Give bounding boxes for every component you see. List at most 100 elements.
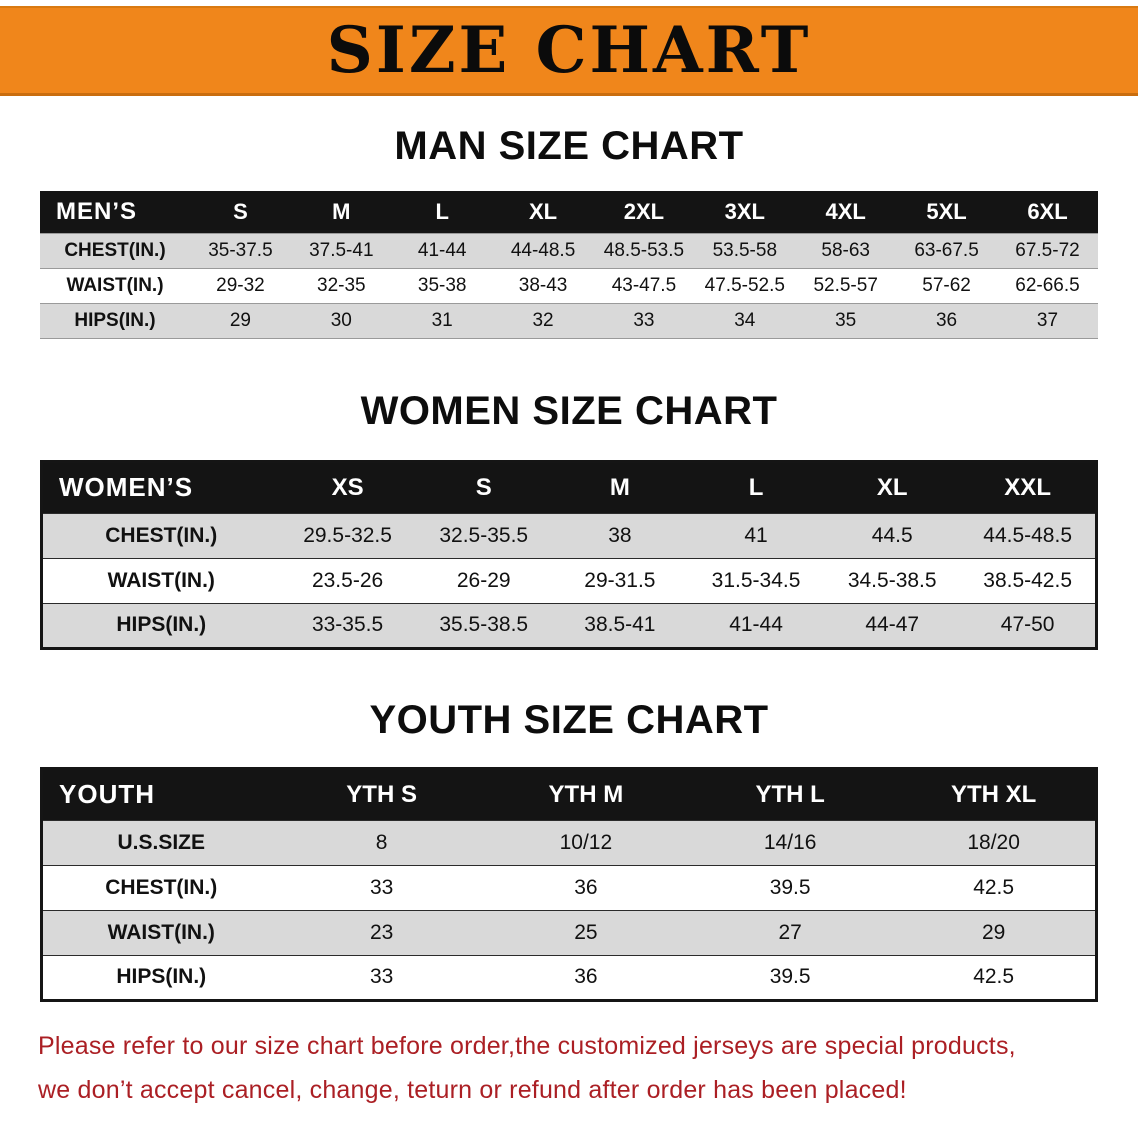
size-value: 35 — [795, 302, 897, 339]
size-value: 41-44 — [391, 232, 493, 269]
row-label: WAIST(IN.) — [41, 909, 280, 956]
measurement-row: U.S.SIZE 8 10/12 14/16 18/20 — [41, 819, 1097, 866]
women-size-section: WOMEN SIZE CHART WOMEN’S XS S M L XL XXL CHEST(… — [0, 389, 1138, 650]
men-size-table: MEN’S S M L XL 2XL 3XL 4XL 5XL 6XL CHEST(IN.) 35-37… — [40, 191, 1098, 339]
size-column-header: 4XL — [795, 191, 897, 233]
size-value: 53.5-58 — [694, 232, 796, 269]
size-value: 29-32 — [190, 267, 291, 304]
size-column-header: XXL — [960, 461, 1097, 513]
size-value: 36 — [896, 302, 997, 339]
row-label: CHEST(IN.) — [41, 864, 280, 911]
size-column-header: 2XL — [593, 191, 695, 233]
size-column-header: 6XL — [997, 191, 1098, 233]
row-label: HIPS(IN.) — [40, 302, 190, 339]
size-value: 18/20 — [892, 819, 1097, 866]
size-value: 31.5-34.5 — [687, 557, 825, 604]
size-value: 23.5-26 — [279, 557, 416, 604]
size-value: 38.5-41 — [551, 602, 688, 649]
size-value: 33 — [593, 302, 695, 339]
size-column-header: XL — [492, 191, 594, 233]
row-label: U.S.SIZE — [41, 819, 280, 866]
size-value: 38.5-42.5 — [960, 557, 1097, 604]
measurement-row: CHEST(IN.) 35-37.5 37.5-41 41-44 44-48.5 48.5… — [40, 232, 1098, 269]
size-value: 34 — [694, 302, 796, 339]
size-value: 47-50 — [960, 602, 1097, 649]
size-value: 42.5 — [892, 954, 1097, 1001]
measurement-row: CHEST(IN.) 33 36 39.5 42.5 — [41, 864, 1097, 911]
size-column-header: YTH M — [483, 768, 688, 820]
size-column-header: L — [391, 191, 493, 233]
disclaimer-line-2: we don’t accept cancel, change, teturn o… — [38, 1075, 907, 1104]
table-header-row: MEN’S S M L XL 2XL 3XL 4XL 5XL 6XL — [40, 191, 1098, 233]
size-value: 42.5 — [892, 864, 1097, 911]
row-label: HIPS(IN.) — [41, 954, 280, 1001]
size-value: 23 — [279, 909, 484, 956]
table-corner-label: MEN’S — [40, 191, 190, 233]
size-value: 27 — [688, 909, 893, 956]
men-section-heading: MAN SIZE CHART — [394, 124, 744, 168]
size-value: 44.5 — [824, 512, 961, 559]
size-column-header: S — [190, 191, 291, 233]
size-value: 38-43 — [492, 267, 594, 304]
size-value: 48.5-53.5 — [593, 232, 695, 269]
size-value: 36 — [483, 864, 688, 911]
size-value: 35-38 — [391, 267, 493, 304]
size-column-header: 5XL — [896, 191, 997, 233]
size-value: 39.5 — [688, 864, 893, 911]
size-value: 29.5-32.5 — [279, 512, 416, 559]
row-label: HIPS(IN.) — [41, 602, 280, 649]
size-column-header: YTH XL — [892, 768, 1097, 820]
row-label: WAIST(IN.) — [41, 557, 280, 604]
disclaimer: Please refer to our size chart before or… — [38, 1024, 1104, 1112]
size-value: 32 — [492, 302, 594, 339]
size-value: 10/12 — [483, 819, 688, 866]
size-column-header: XS — [279, 461, 416, 513]
size-value: 37 — [997, 302, 1098, 339]
size-value: 30 — [290, 302, 392, 339]
measurement-row: CHEST(IN.) 29.5-32.5 32.5-35.5 38 41 44.5 44.5… — [41, 512, 1097, 559]
size-column-header: XL — [824, 461, 961, 513]
size-column-header: YTH L — [688, 768, 893, 820]
size-value: 44-47 — [824, 602, 961, 649]
size-value: 35.5-38.5 — [415, 602, 552, 649]
size-column-header: S — [415, 461, 552, 513]
size-value: 8 — [279, 819, 484, 866]
size-value: 32-35 — [290, 267, 392, 304]
measurement-row: HIPS(IN.) 33 36 39.5 42.5 — [41, 954, 1097, 1001]
women-section-heading: WOMEN SIZE CHART — [360, 388, 778, 433]
size-column-header: YTH S — [279, 768, 484, 820]
size-value: 35-37.5 — [190, 232, 291, 269]
size-column-header: M — [551, 461, 688, 513]
size-value: 41-44 — [687, 602, 825, 649]
size-value: 25 — [483, 909, 688, 956]
size-value: 43-47.5 — [593, 267, 695, 304]
size-value: 33 — [279, 864, 484, 911]
size-value: 44.5-48.5 — [960, 512, 1097, 559]
size-value: 39.5 — [688, 954, 893, 1001]
size-value: 31 — [391, 302, 493, 339]
size-column-header: 3XL — [694, 191, 796, 233]
size-value: 34.5-38.5 — [824, 557, 961, 604]
size-value: 38 — [551, 512, 688, 559]
size-value: 29 — [892, 909, 1097, 956]
table-corner-label: YOUTH — [41, 768, 280, 820]
row-label: WAIST(IN.) — [40, 267, 190, 304]
size-column-header: L — [687, 461, 825, 513]
disclaimer-line-1: Please refer to our size chart before or… — [38, 1031, 1016, 1060]
size-value: 26-29 — [415, 557, 552, 604]
row-label: CHEST(IN.) — [40, 232, 190, 269]
youth-section-heading: YOUTH SIZE CHART — [369, 697, 769, 742]
size-column-header: M — [290, 191, 392, 233]
size-value: 33 — [279, 954, 484, 1001]
women-size-table: WOMEN’S XS S M L XL XXL CHEST(IN.) 29.5-32.5 32.5… — [40, 459, 1098, 650]
size-value: 62-66.5 — [997, 267, 1098, 304]
size-value: 58-63 — [795, 232, 897, 269]
size-value: 37.5-41 — [290, 232, 392, 269]
size-value: 14/16 — [688, 819, 893, 866]
row-label: CHEST(IN.) — [41, 512, 280, 559]
table-corner-label: WOMEN’S — [41, 461, 280, 513]
size-value: 29 — [190, 302, 291, 339]
size-value: 52.5-57 — [795, 267, 897, 304]
youth-size-section: YOUTH SIZE CHART YOUTH YTH S YTH M YTH L YTH… — [0, 698, 1138, 1002]
men-size-section: MAN SIZE CHART MEN’S S M L XL 2XL 3XL 4XL 5XL 6XL… — [0, 124, 1138, 339]
